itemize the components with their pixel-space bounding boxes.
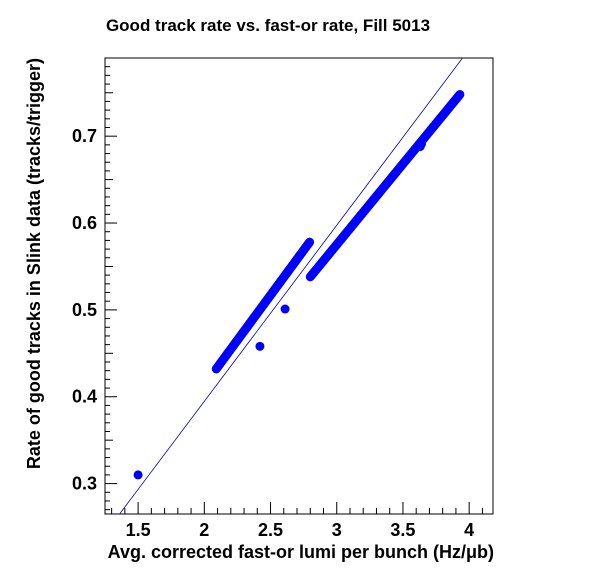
- data-point: [416, 139, 426, 149]
- x-axis: 1.5 2 2.5 3 3.5 4: [111, 502, 483, 540]
- x-tick-label: 1.5: [126, 520, 151, 540]
- x-tick-label: 3.5: [390, 520, 415, 540]
- y-tick-label: 0.7: [72, 126, 97, 146]
- data-point: [455, 89, 465, 99]
- data-point: [305, 237, 315, 247]
- y-tick-label: 0.4: [72, 387, 97, 407]
- data-point: [255, 341, 265, 351]
- y-tick-label: 0.5: [72, 300, 97, 320]
- chart-title: Good track rate vs. fast-or rate, Fill 5…: [106, 16, 430, 35]
- x-tick-label: 3: [332, 520, 342, 540]
- plot-frame: [104, 57, 494, 515]
- y-tick-label: 0.3: [72, 474, 97, 494]
- data-point: [280, 304, 290, 314]
- y-axis-label: Rate of good tracks in Slink data (track…: [24, 58, 44, 469]
- y-tick-label: 0.6: [72, 213, 97, 233]
- y-axis: 0.3 0.4 0.5 0.6 0.7: [72, 57, 117, 511]
- data-point: [133, 470, 143, 480]
- x-axis-label: Avg. corrected fast-or lumi per bunch (H…: [108, 542, 494, 562]
- data-points: [133, 89, 465, 480]
- x-tick-label: 4: [464, 520, 474, 540]
- x-tick-label: 2: [199, 520, 209, 540]
- x-tick-label: 2.5: [258, 520, 283, 540]
- fit-line: [119, 57, 463, 515]
